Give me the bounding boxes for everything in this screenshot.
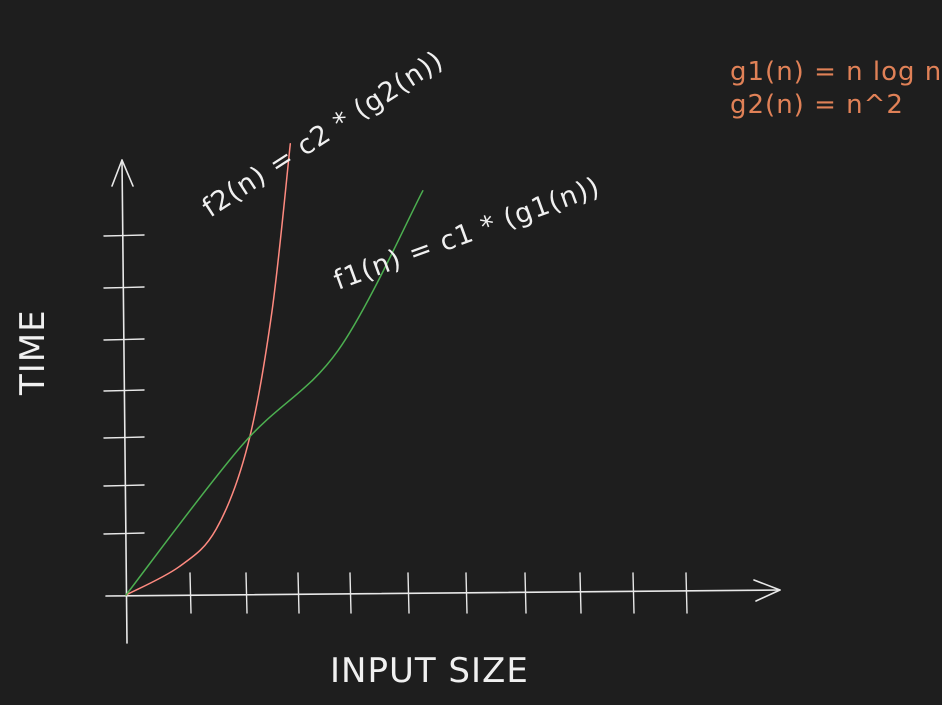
y-tick bbox=[103, 286, 145, 289]
y-tick bbox=[103, 389, 145, 392]
series-label-f1: f1(n) = c1 * (g1(n)) bbox=[330, 171, 605, 296]
y-tick bbox=[103, 338, 145, 341]
annotation-g2: g2(n) = n^2 bbox=[730, 90, 904, 120]
series-label-f2: f2(n) = c2 * (g2(n)) bbox=[197, 45, 449, 224]
x-axis-line bbox=[105, 589, 781, 597]
y-tick bbox=[103, 436, 145, 439]
y-axis-line bbox=[121, 159, 128, 644]
series-f2-line bbox=[125, 143, 292, 596]
y-tick bbox=[103, 484, 145, 487]
x-tick bbox=[465, 572, 468, 614]
x-tick bbox=[189, 572, 192, 614]
x-tick bbox=[685, 572, 688, 614]
x-tick bbox=[632, 572, 635, 614]
axis-ticks bbox=[103, 234, 688, 614]
axes bbox=[105, 159, 781, 644]
y-axis-arrow bbox=[111, 159, 134, 187]
x-tick bbox=[349, 572, 352, 614]
y-axis-label: TIME bbox=[13, 309, 53, 396]
x-tick bbox=[407, 572, 410, 614]
x-tick bbox=[297, 572, 300, 614]
y-tick bbox=[103, 234, 145, 237]
x-tick bbox=[524, 572, 527, 614]
series-f1-line bbox=[125, 190, 424, 596]
x-axis-arrow bbox=[753, 579, 781, 602]
x-tick bbox=[245, 572, 248, 614]
series-lines bbox=[125, 143, 424, 596]
x-axis-label: INPUT SIZE bbox=[330, 651, 529, 691]
annotation-g1: g1(n) = n log n bbox=[730, 57, 942, 87]
y-tick bbox=[103, 532, 145, 535]
x-tick bbox=[579, 572, 582, 614]
